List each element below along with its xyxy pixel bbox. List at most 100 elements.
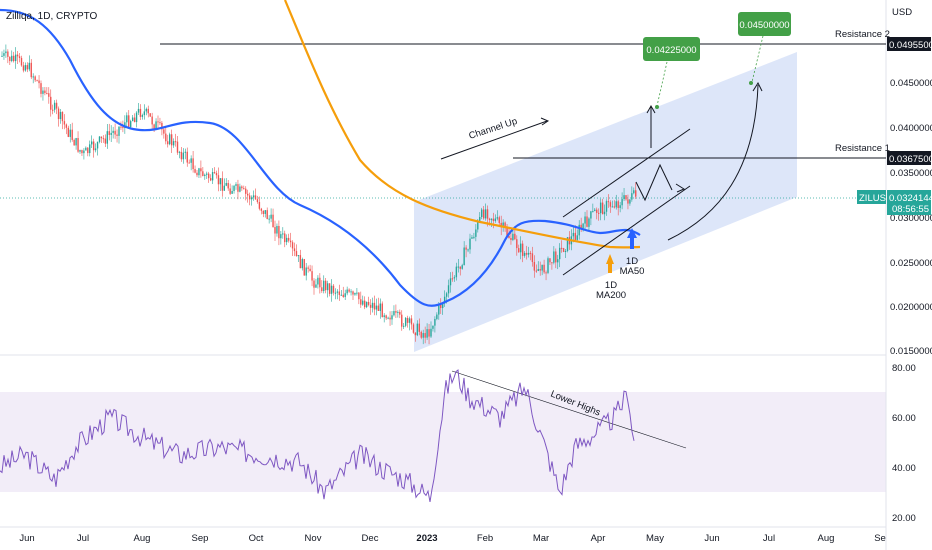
candle-body [494, 218, 497, 221]
candle-body [410, 318, 413, 325]
candle-body [108, 131, 110, 135]
channel-up-arrowhead [540, 117, 550, 126]
candle-body [188, 162, 190, 164]
candle-body [28, 62, 30, 70]
candle-body [455, 266, 458, 278]
candle-body [426, 329, 428, 338]
candle-body [174, 141, 177, 143]
candle-body [130, 121, 132, 127]
candle-body [98, 136, 101, 142]
last-price-text: 0.03241443 [889, 193, 932, 204]
candle-body [202, 171, 204, 176]
candle-body [59, 111, 62, 120]
candle-body [416, 323, 419, 336]
candle-body [385, 315, 387, 319]
candle-body [141, 115, 144, 117]
candle-body [404, 317, 407, 326]
candle-body [559, 247, 561, 260]
candle-body [153, 124, 155, 129]
candle-body [564, 250, 567, 252]
candle-body [36, 80, 38, 82]
rsi-tick-80: 80.00 [892, 363, 916, 374]
candle-body [613, 206, 615, 208]
time-label-dec: Dec [362, 533, 379, 544]
candle-body [192, 158, 194, 170]
candle-body [611, 206, 614, 208]
candle-body [601, 202, 604, 215]
candle-body [217, 175, 220, 185]
candle-body [215, 173, 218, 176]
symbol-tag [857, 190, 886, 204]
candle-body [75, 138, 77, 146]
resistance-1-tag [887, 151, 931, 165]
candle-body [55, 102, 58, 109]
candle-body [131, 117, 134, 122]
candle-body [338, 291, 341, 295]
candle-body [85, 147, 87, 151]
candle-body [26, 65, 29, 70]
ma50-label-line2: MA50 [620, 266, 645, 277]
candle-body [190, 158, 192, 163]
resistance-2-label: Resistance 2 [835, 29, 890, 40]
candle-body [445, 293, 448, 297]
candle-body [475, 229, 477, 237]
candle-body [315, 284, 317, 288]
target-2-arrowhead [752, 81, 763, 92]
candle-body [317, 277, 319, 285]
candle-body [354, 293, 356, 295]
candle-body [241, 186, 243, 189]
candle-body [334, 292, 337, 294]
candle-body [311, 271, 313, 281]
candle-body [321, 287, 323, 292]
candle-body [340, 294, 342, 296]
candle-body [342, 294, 344, 297]
price-tick-2: 0.04000000 [890, 123, 932, 134]
target-1-box [643, 37, 700, 61]
candle-body [50, 96, 52, 110]
candle-body [40, 83, 42, 94]
candle-body [172, 141, 175, 146]
candle-body [30, 62, 32, 78]
candle-body [590, 211, 592, 219]
candle-body [7, 51, 9, 57]
time-label-jul-2: Jul [763, 533, 775, 544]
candle-body [223, 185, 225, 191]
candle-body [576, 235, 578, 240]
candle-body [498, 217, 500, 223]
candle-body [326, 283, 329, 291]
candle-body [481, 209, 483, 217]
candle-body [537, 269, 539, 272]
candle-body [352, 291, 354, 295]
candle-body [512, 233, 514, 240]
candle-body [625, 195, 627, 200]
candle-body [496, 217, 498, 219]
candle-body [169, 134, 171, 145]
countdown-text: 08:56:55 [892, 204, 929, 215]
time-label-jun-2: Jun [704, 533, 719, 544]
candle-body [506, 228, 508, 236]
candle-body [323, 280, 325, 292]
target-2-curve [667, 84, 759, 241]
candle-body [106, 131, 108, 144]
candle-body [118, 126, 120, 136]
candle-body [631, 193, 633, 200]
candle-body [414, 332, 417, 336]
candle-body [291, 242, 294, 249]
candle-body [364, 300, 366, 308]
candle-body [490, 218, 493, 220]
candle-body [274, 227, 276, 234]
candle-body [139, 108, 142, 117]
candle-body [180, 151, 183, 160]
candle-body [623, 195, 625, 200]
candle-body [18, 56, 21, 58]
candle-body [137, 108, 140, 113]
candle-body [418, 323, 420, 332]
resistance-1-tag-text: 0.03675000 [889, 154, 932, 165]
candle-body [299, 255, 302, 269]
candle-body [198, 168, 200, 176]
candle-body [479, 216, 481, 221]
candle-body [305, 267, 307, 276]
channel-up-arrow-line [440, 120, 548, 160]
candle-body [619, 205, 621, 208]
